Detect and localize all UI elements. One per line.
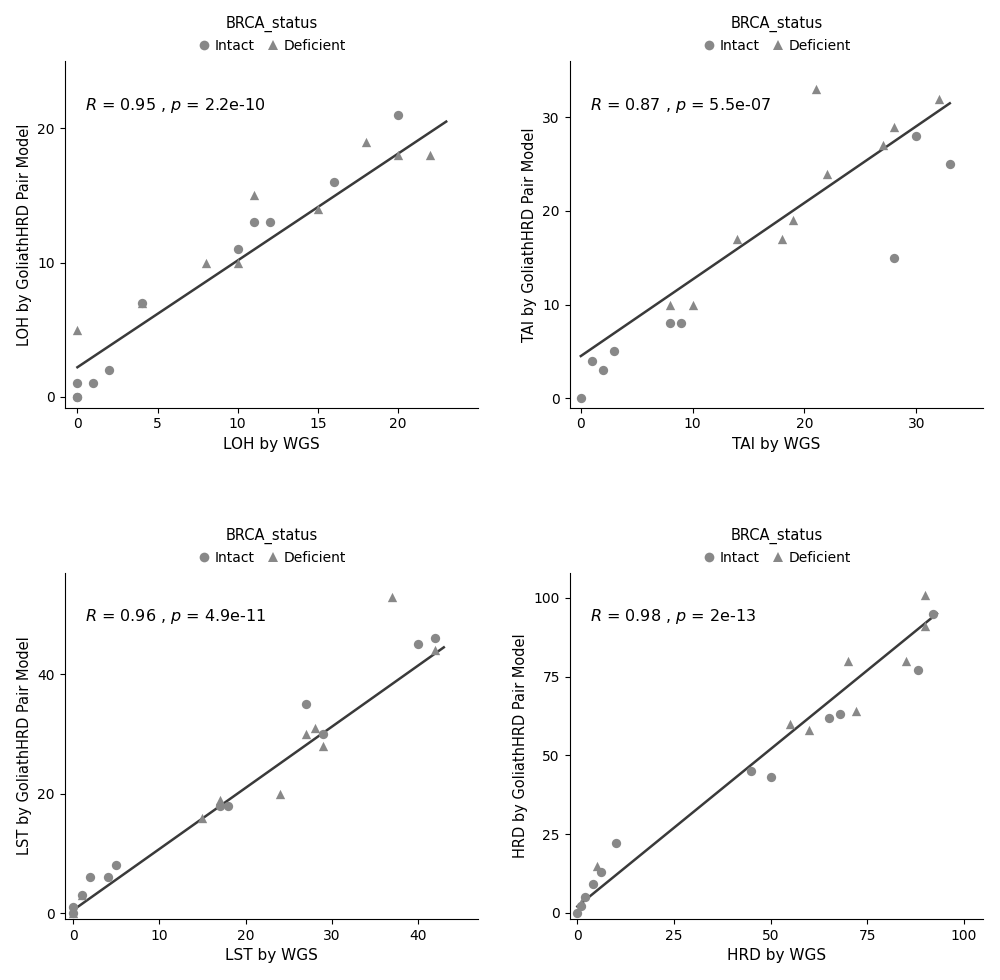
Point [584, 353, 600, 368]
Point [763, 769, 779, 785]
Point [917, 587, 933, 603]
Point [577, 889, 593, 905]
Point [910, 662, 926, 678]
Point [134, 295, 150, 311]
Point [69, 321, 85, 337]
Point [662, 316, 678, 331]
Point [85, 375, 101, 391]
Point [198, 255, 214, 270]
Point [593, 864, 609, 880]
Point [307, 720, 323, 736]
Point [220, 798, 236, 813]
Y-axis label: LOH by GoliathHRD Pair Model: LOH by GoliathHRD Pair Model [17, 123, 32, 346]
Y-axis label: HRD by GoliathHRD Pair Model: HRD by GoliathHRD Pair Model [513, 633, 528, 858]
Point [74, 887, 90, 903]
Point [585, 876, 601, 892]
Point [589, 858, 605, 873]
Point [69, 389, 85, 405]
Point [230, 241, 246, 257]
Point [298, 696, 314, 711]
Point [898, 653, 914, 668]
Point [65, 900, 81, 915]
Point [315, 738, 331, 754]
Point [743, 763, 759, 779]
Legend: Intact, Deficient: Intact, Deficient [702, 527, 851, 564]
Point [69, 389, 85, 405]
Point [74, 887, 90, 903]
Legend: Intact, Deficient: Intact, Deficient [197, 527, 346, 564]
Point [875, 137, 891, 153]
Point [573, 899, 589, 914]
Point [390, 147, 406, 163]
Point [272, 786, 288, 802]
X-axis label: LOH by WGS: LOH by WGS [223, 437, 320, 452]
Point [785, 213, 801, 228]
Point [662, 297, 678, 313]
Point [134, 295, 150, 311]
Point [108, 858, 124, 873]
Point [326, 174, 342, 190]
Point [310, 201, 326, 217]
Y-axis label: LST by GoliathHRD Pair Model: LST by GoliathHRD Pair Model [17, 636, 32, 856]
Text: $\mathit{R}$ = 0.95 , $\mathit{p}$ = 2.2e-10: $\mathit{R}$ = 0.95 , $\mathit{p}$ = 2.2… [85, 96, 266, 115]
Point [931, 91, 947, 107]
Point [65, 906, 81, 921]
Point [606, 344, 622, 360]
Point [908, 128, 924, 144]
Point [673, 316, 689, 331]
Point [942, 156, 958, 171]
Point [608, 836, 624, 852]
X-axis label: TAI by WGS: TAI by WGS [732, 437, 821, 452]
Point [410, 637, 426, 653]
Point [886, 250, 902, 266]
Text: $\mathit{R}$ = 0.98 , $\mathit{p}$ = 2e-13: $\mathit{R}$ = 0.98 , $\mathit{p}$ = 2e-… [590, 608, 756, 626]
Point [925, 606, 941, 621]
Point [774, 231, 790, 247]
Text: $\mathit{R}$ = 0.96 , $\mathit{p}$ = 4.9e-11: $\mathit{R}$ = 0.96 , $\mathit{p}$ = 4.9… [85, 608, 267, 626]
Point [246, 215, 262, 230]
Point [573, 896, 589, 911]
Point [848, 704, 864, 719]
Point [595, 363, 611, 378]
Point [315, 726, 331, 742]
Point [230, 255, 246, 270]
Point [262, 215, 278, 230]
Text: $\mathit{R}$ = 0.87 , $\mathit{p}$ = 5.5e-07: $\mathit{R}$ = 0.87 , $\mathit{p}$ = 5.5… [590, 96, 771, 115]
Point [840, 653, 856, 668]
Point [808, 81, 824, 97]
Legend: Intact, Deficient: Intact, Deficient [197, 16, 346, 53]
Point [246, 187, 262, 203]
Point [917, 618, 933, 634]
Point [427, 643, 443, 659]
X-axis label: HRD by WGS: HRD by WGS [727, 949, 826, 963]
Point [569, 905, 585, 920]
Point [194, 809, 210, 825]
Point [101, 362, 117, 377]
Point [819, 166, 835, 181]
Point [422, 147, 438, 163]
Point [358, 134, 374, 150]
Point [729, 231, 745, 247]
Y-axis label: TAI by GoliathHRD Pair Model: TAI by GoliathHRD Pair Model [522, 127, 537, 342]
Point [821, 710, 837, 725]
Point [801, 722, 817, 738]
Point [886, 119, 902, 134]
Point [100, 869, 116, 885]
Point [782, 716, 798, 732]
Legend: Intact, Deficient: Intact, Deficient [702, 16, 851, 53]
Point [390, 107, 406, 122]
Point [212, 792, 228, 808]
Point [69, 375, 85, 391]
Point [212, 798, 228, 813]
Point [65, 906, 81, 921]
Point [82, 869, 98, 885]
Point [832, 707, 848, 722]
Point [384, 589, 400, 605]
Point [298, 726, 314, 742]
Point [573, 390, 589, 406]
Point [685, 297, 701, 313]
X-axis label: LST by WGS: LST by WGS [225, 949, 318, 963]
Point [427, 630, 443, 646]
